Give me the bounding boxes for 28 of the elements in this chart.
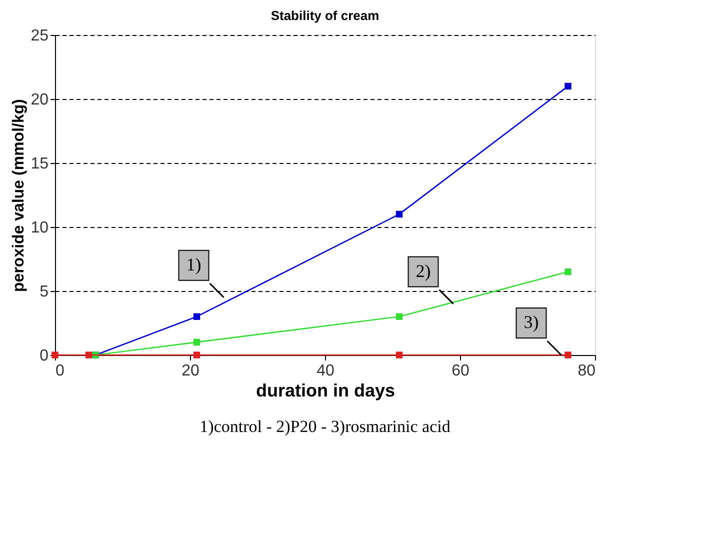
y-tick-label: 25 [30, 28, 49, 44]
point [564, 268, 572, 276]
x-tick-label: 60 [452, 362, 470, 380]
y-tick-label: 20 [30, 92, 49, 108]
chart-title: Stability of cream [270, 8, 380, 23]
y-tick-label: 5 [40, 284, 49, 300]
point [193, 352, 200, 358]
x-tick-label: 0 [56, 362, 64, 380]
point [193, 313, 200, 320]
point [85, 352, 92, 358]
x-axis-title: duration in days [256, 380, 396, 400]
point [564, 82, 572, 90]
y-axis-title: peroxide value (mmol/kg) [10, 99, 28, 292]
point [396, 352, 403, 358]
y-tick-label: 0 [40, 348, 49, 364]
annotation: 1) [186, 254, 202, 274]
point [396, 210, 403, 218]
point [396, 313, 403, 320]
annotation: 2) [416, 260, 431, 281]
y-tick-label: 15 [30, 156, 49, 172]
y-tick-label: 10 [30, 220, 49, 236]
annotation: 3) [524, 312, 539, 332]
x-tick-label: 80 [578, 362, 596, 380]
x-tick-label: 20 [182, 362, 200, 380]
x-tick-label: 40 [316, 362, 334, 380]
point [193, 338, 200, 346]
text: 1)control - 2)P20 - 3)rosmarinic acid [200, 417, 451, 436]
point [564, 352, 572, 358]
